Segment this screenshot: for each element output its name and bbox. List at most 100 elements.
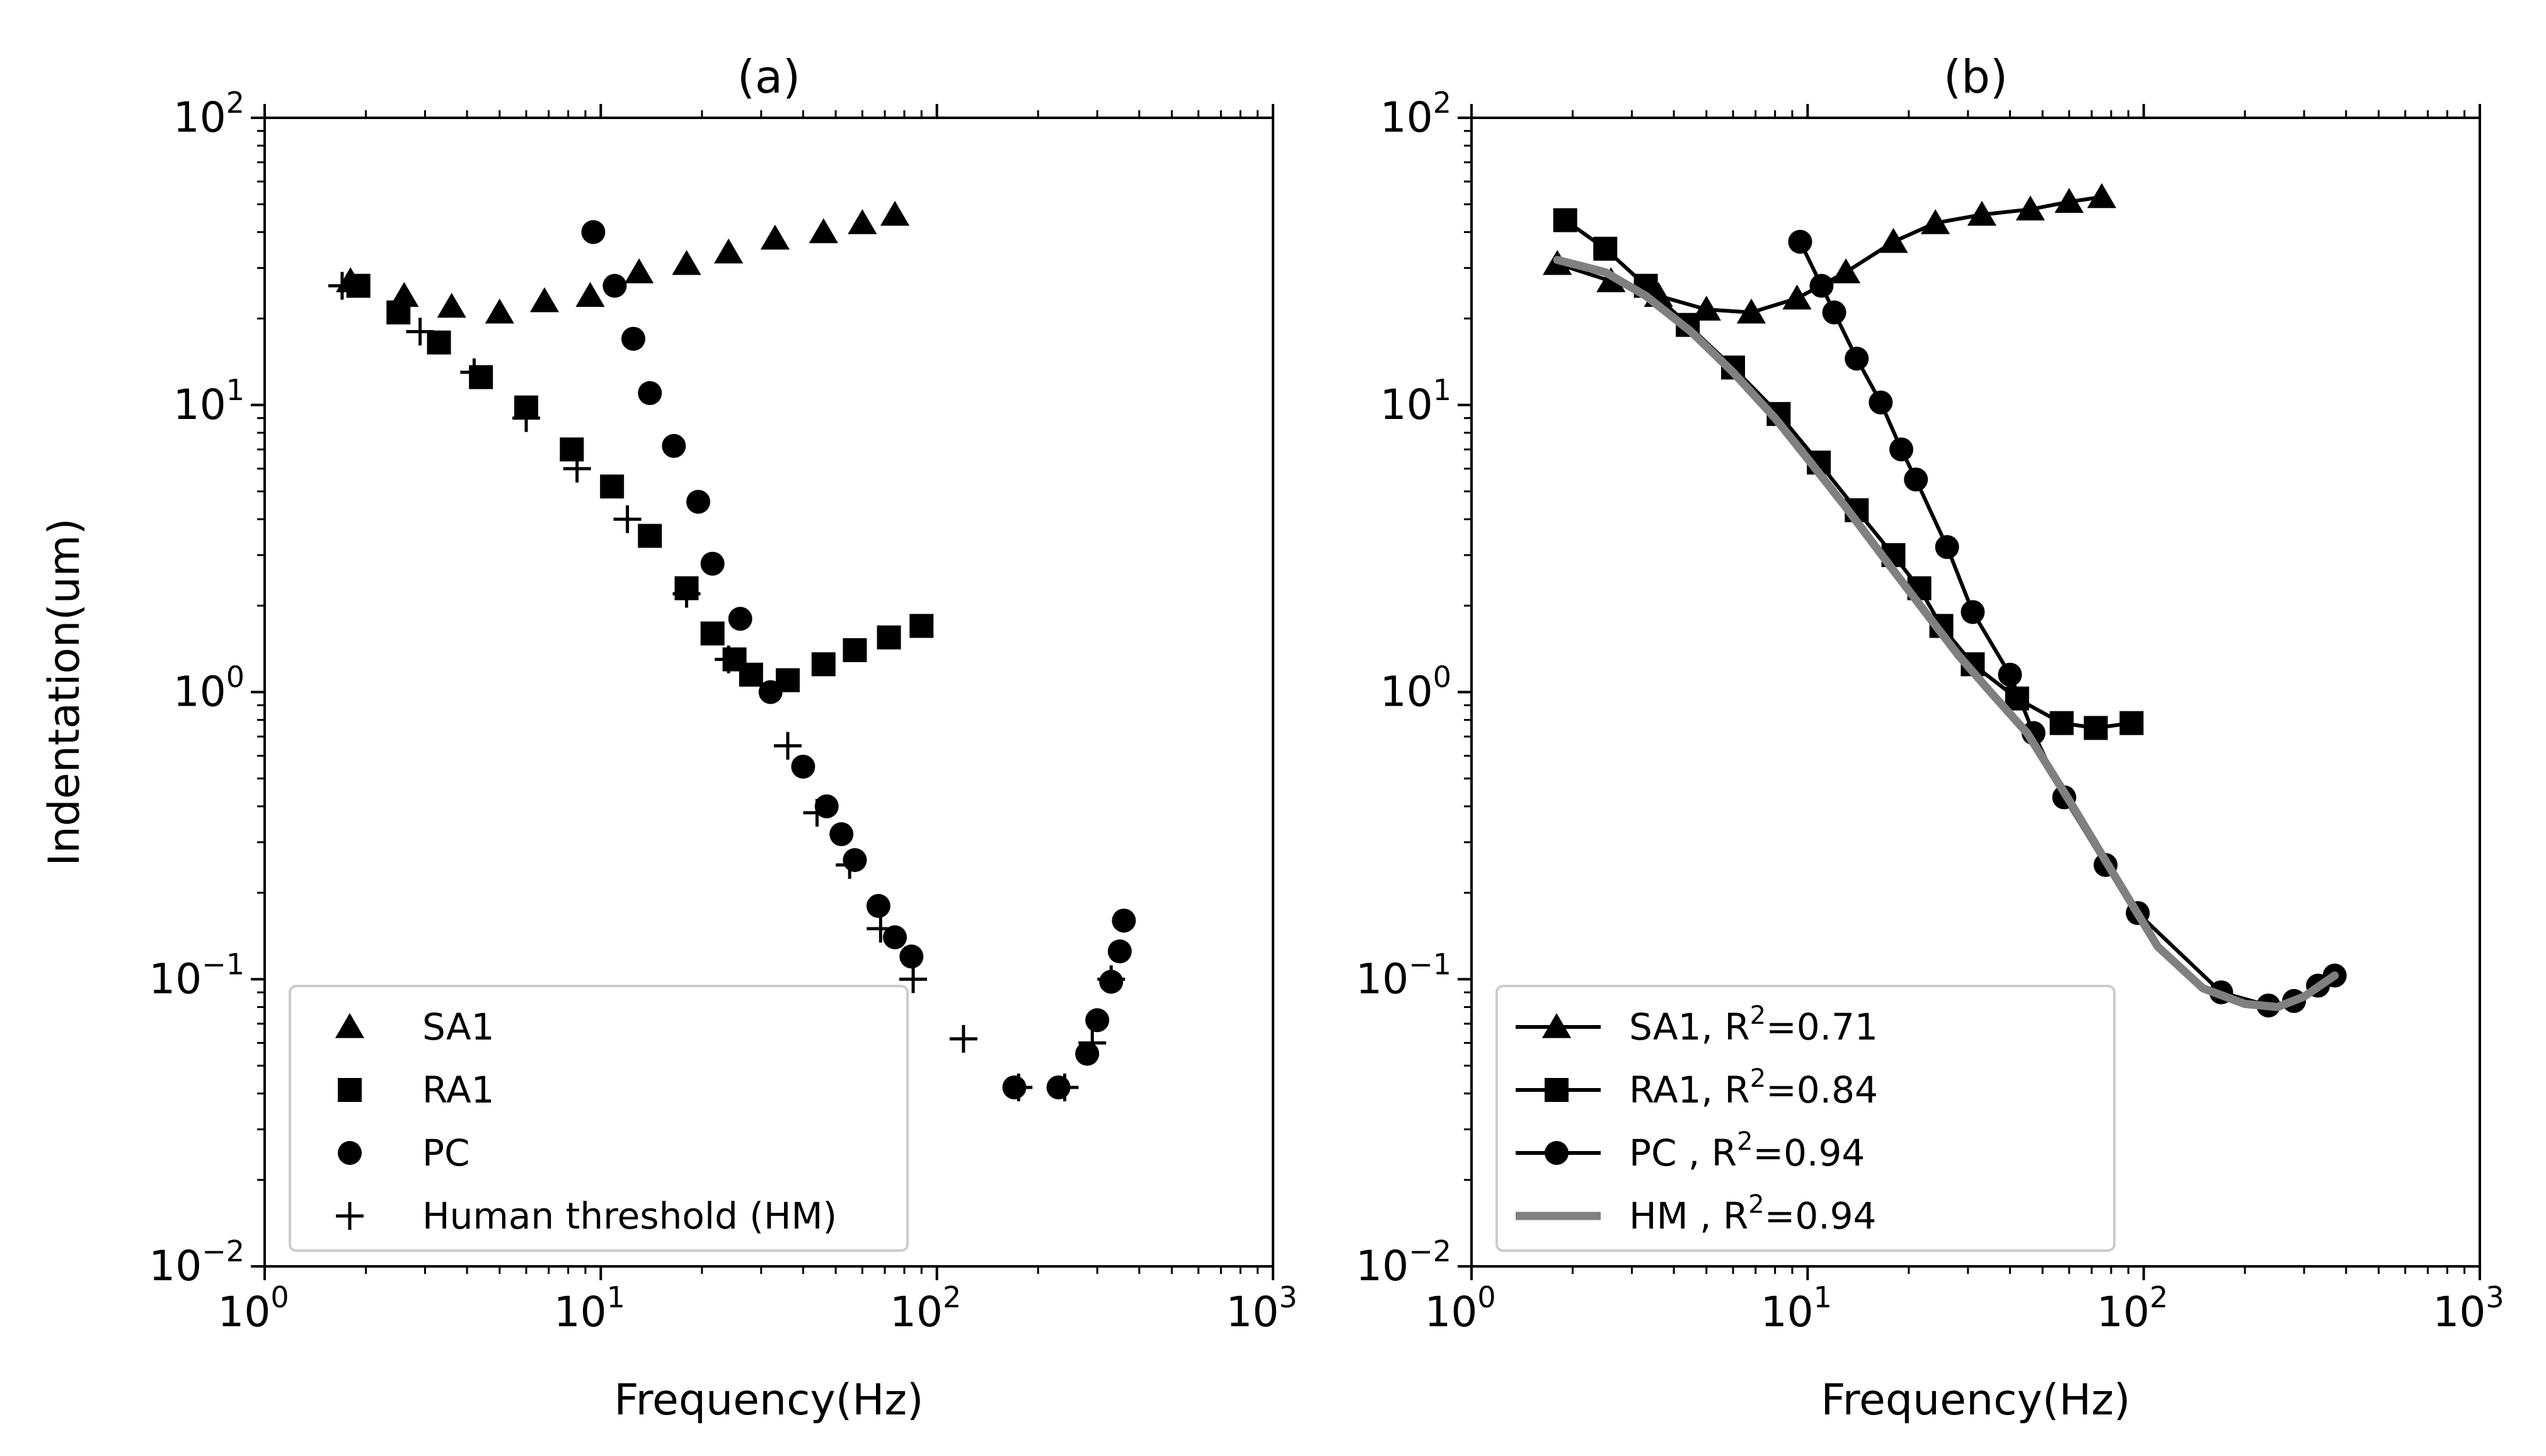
data-point	[774, 731, 802, 760]
y-tick-label-base: 10	[1380, 93, 1433, 142]
legend-entry: RA1, R2=0.84	[1516, 1064, 1878, 1111]
x-tick-label-exponent: 1	[1814, 1280, 1832, 1314]
data-point	[1085, 1008, 1110, 1033]
data-point	[1869, 390, 1893, 415]
data-point	[728, 607, 752, 631]
x-tick-label-exponent: 0	[270, 1280, 289, 1314]
x-tick-label-exponent: 1	[607, 1280, 625, 1314]
data-point	[1961, 600, 1985, 624]
panel-a: (a)Frequency(Hz)Indentation(um)100 101 102…	[40, 50, 1298, 1425]
x-tick-label-exponent: 3	[2486, 1280, 2504, 1314]
series-plus-3	[328, 272, 1126, 1101]
legend-label: RA1	[422, 1069, 495, 1111]
data-point	[460, 358, 488, 386]
x-tick-label: 101	[1761, 1280, 1832, 1336]
y-tick-label-base: 10	[1356, 954, 1408, 1003]
x-tick-label-base: 10	[2433, 1288, 2486, 1336]
data-point	[880, 200, 910, 226]
x-tick-label-base: 10	[1226, 1288, 1279, 1336]
y-tick-label-exponent: 0	[226, 660, 245, 694]
y-tick-label-base: 10	[1380, 668, 1433, 716]
legend-label-sup: 2	[1748, 1190, 1764, 1219]
legend-marker	[336, 1202, 364, 1230]
data-point	[1921, 209, 1950, 234]
y-tick-label-exponent: −1	[1408, 947, 1451, 981]
y-tick-label-base: 10	[1380, 381, 1433, 429]
data-point	[638, 381, 662, 405]
y-axis-label: Indentation(um)	[40, 518, 89, 866]
data-point	[1831, 258, 1861, 284]
data-point	[2049, 711, 2074, 735]
x-tick-label: 100	[217, 1280, 289, 1336]
data-point	[1075, 1041, 1100, 1066]
chart-title: (a)	[737, 50, 800, 103]
y-tick-label: 100	[1380, 660, 1451, 716]
data-point	[328, 272, 356, 300]
legend-label: Human threshold (HM)	[422, 1195, 837, 1237]
data-point	[621, 326, 646, 351]
y-tick-label: 102	[1380, 86, 1451, 142]
plot-frame	[263, 117, 1274, 1268]
data-point	[843, 848, 867, 873]
legend-marker	[1545, 1141, 1569, 1165]
data-point	[512, 404, 541, 432]
y-tick-label: 10−1	[1356, 947, 1451, 1003]
legend-marker	[338, 1141, 362, 1165]
y-tick-label-base: 10	[149, 1242, 202, 1290]
x-tick-label-base: 10	[1424, 1288, 1477, 1336]
data-point	[866, 893, 890, 918]
data-point	[715, 645, 743, 674]
legend-marker	[1545, 1078, 1569, 1102]
legend-label: RA1, R2=0.84	[1629, 1064, 1878, 1111]
x-tick-label-base: 10	[217, 1288, 270, 1336]
series-circle-2	[1788, 229, 2347, 1017]
data-point	[1097, 965, 1126, 994]
data-point	[2083, 716, 2108, 740]
legend-marker	[1541, 1013, 1572, 1038]
legend-entry: Human threshold (HM)	[336, 1195, 837, 1237]
data-point	[563, 454, 591, 483]
data-point	[803, 799, 831, 827]
data-point	[386, 300, 411, 324]
data-point	[758, 680, 783, 704]
data-point	[700, 621, 725, 646]
x-tick-label: 103	[2433, 1280, 2504, 1336]
y-tick-label-exponent: 2	[1433, 86, 1451, 120]
data-point	[2015, 195, 2045, 221]
panel-b: (b)Frequency(Hz)100 101 102 10310−210−11001…	[1356, 50, 2504, 1425]
x-tick-label: 100	[1424, 1280, 1495, 1336]
y-tick-label: 10−1	[149, 947, 245, 1003]
data-point	[877, 625, 901, 650]
data-point	[2087, 183, 2117, 209]
data-point	[529, 287, 560, 312]
legend-label-main: HM , R	[1629, 1195, 1748, 1237]
y-tick-label-exponent: 2	[226, 86, 245, 120]
legend-label: PC , R2=0.94	[1629, 1127, 1865, 1174]
data-point	[437, 292, 466, 318]
series-line	[1798, 239, 2337, 1007]
series-none-3	[1553, 256, 2339, 1011]
legend-label-sup: 2	[1750, 1001, 1766, 1030]
y-tick-label-base: 10	[1356, 1242, 1408, 1290]
legend-entry: PC , R2=0.94	[1516, 1127, 1865, 1174]
x-tick-label-base: 10	[2097, 1288, 2150, 1336]
series-square-1	[346, 273, 934, 692]
data-point	[949, 1024, 977, 1053]
y-tick-label-base: 10	[173, 381, 226, 429]
series-square-1	[1553, 208, 2144, 740]
legend-label-tail: =0.94	[1765, 1195, 1877, 1237]
legend-label-tail: =0.94	[1753, 1132, 1865, 1174]
legend-label: PC	[422, 1132, 469, 1174]
series-triangle-0	[336, 200, 910, 324]
legend-label-sup: 2	[1737, 1127, 1753, 1156]
legend-label-sup: 2	[1750, 1064, 1766, 1093]
data-point	[791, 754, 815, 779]
y-tick-label-exponent: 1	[1433, 373, 1451, 407]
data-point	[1879, 227, 1908, 253]
data-point	[1845, 347, 1869, 371]
data-point	[1904, 467, 1928, 492]
data-point	[739, 662, 763, 687]
data-point	[662, 433, 686, 458]
data-point	[613, 505, 642, 534]
x-tick-label-base: 10	[554, 1288, 607, 1336]
